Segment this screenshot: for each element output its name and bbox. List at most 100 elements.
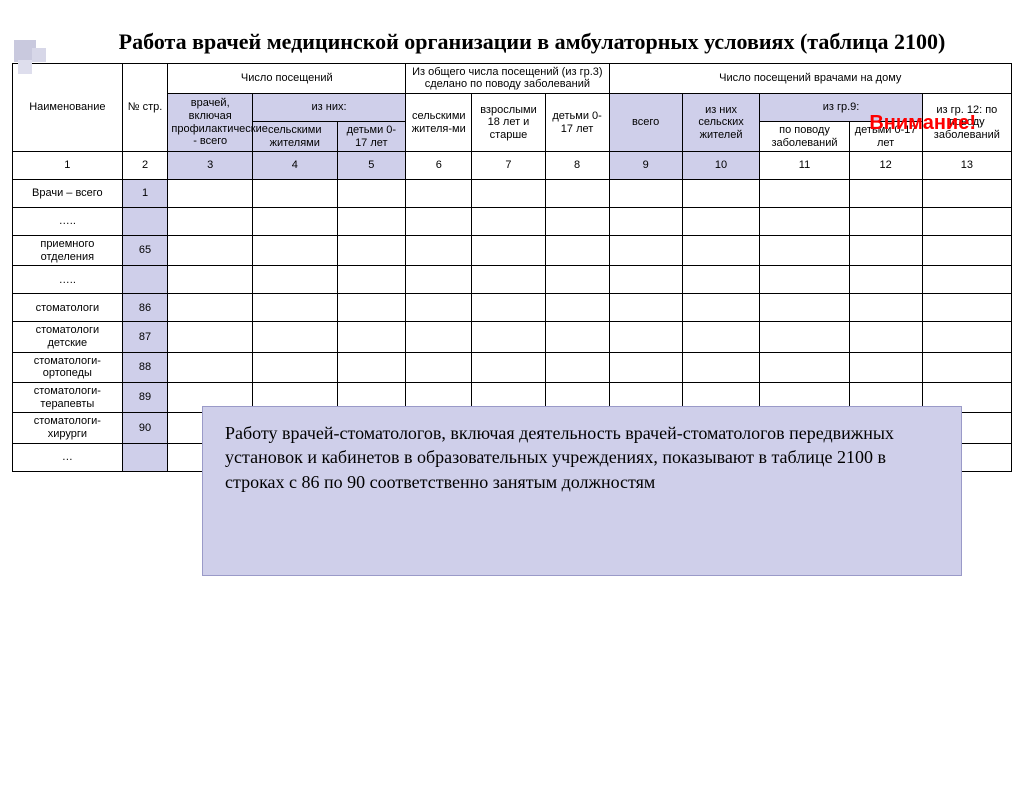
- colgrp-ofthem: из них:: [252, 93, 405, 121]
- row-label: …..: [13, 208, 123, 236]
- cell: [337, 266, 406, 294]
- cell: [849, 266, 922, 294]
- col-8: детьми 0-17 лет: [545, 93, 609, 151]
- cell: [849, 294, 922, 322]
- cell: [849, 352, 922, 382]
- cell: [252, 236, 337, 266]
- cell: [168, 294, 253, 322]
- row-label: стоматологи-ортопеды: [13, 352, 123, 382]
- cell: [168, 236, 253, 266]
- column-number-row: 1 2 3 4 5 6 7 8 9 10 11 12 13: [13, 152, 1012, 180]
- row-label: стоматологи: [13, 294, 123, 322]
- cell: [682, 352, 760, 382]
- cell: [849, 208, 922, 236]
- cell: [168, 266, 253, 294]
- colnum: 5: [337, 152, 406, 180]
- cell: [682, 180, 760, 208]
- row-number: [122, 443, 168, 471]
- cell: [609, 236, 682, 266]
- cell: [609, 294, 682, 322]
- cell: [252, 294, 337, 322]
- cell: [760, 266, 849, 294]
- cell: [922, 180, 1011, 208]
- cell: [922, 352, 1011, 382]
- cell: [849, 322, 922, 352]
- colgrp-visits: Число посещений: [168, 63, 406, 93]
- colgrp-home: Число посещений врачами на дому: [609, 63, 1011, 93]
- cell: [337, 236, 406, 266]
- colnum: 2: [122, 152, 168, 180]
- table-row: стоматологи86: [13, 294, 1012, 322]
- cell: [609, 208, 682, 236]
- cell: [337, 294, 406, 322]
- colnum: 12: [849, 152, 922, 180]
- cell: [609, 266, 682, 294]
- cell: [849, 236, 922, 266]
- cell: [922, 266, 1011, 294]
- cell: [252, 266, 337, 294]
- cell: [168, 180, 253, 208]
- cell: [609, 352, 682, 382]
- col-5: детьми 0-17 лет: [337, 121, 406, 151]
- cell: [252, 208, 337, 236]
- row-label: Врачи – всего: [13, 180, 123, 208]
- row-number: 65: [122, 236, 168, 266]
- note-text: Работу врачей-стоматологов, включая деят…: [225, 423, 894, 492]
- cell: [337, 322, 406, 352]
- colnum: 8: [545, 152, 609, 180]
- cell: [545, 236, 609, 266]
- cell: [472, 322, 545, 352]
- cell: [252, 352, 337, 382]
- colnum: 7: [472, 152, 545, 180]
- cell: [406, 322, 472, 352]
- table-header: Наименование № стр. Число посещений Из о…: [13, 63, 1012, 180]
- col-10: из них сельских жителей: [682, 93, 760, 151]
- cell: [472, 294, 545, 322]
- cell: [922, 294, 1011, 322]
- cell: [472, 180, 545, 208]
- cell: [545, 294, 609, 322]
- colnum: 10: [682, 152, 760, 180]
- cell: [609, 322, 682, 352]
- row-label: стоматологи-терапевты: [13, 383, 123, 413]
- cell: [682, 294, 760, 322]
- cell: [472, 236, 545, 266]
- cell: [406, 352, 472, 382]
- colgrp-disease: Из общего числа посещений (из гр.3) сдел…: [406, 63, 609, 93]
- row-number: 90: [122, 413, 168, 443]
- cell: [760, 352, 849, 382]
- cell: [682, 236, 760, 266]
- note-box: Работу врачей-стоматологов, включая деят…: [202, 406, 962, 576]
- row-number: 86: [122, 294, 168, 322]
- colnum: 3: [168, 152, 253, 180]
- cell: [545, 352, 609, 382]
- cell: [406, 266, 472, 294]
- col-7: взрослыми 18 лет и старше: [472, 93, 545, 151]
- table-row: …..: [13, 208, 1012, 236]
- col-6: сельскими жителя-ми: [406, 93, 472, 151]
- cell: [922, 208, 1011, 236]
- row-label: стоматологи-хирурги: [13, 413, 123, 443]
- cell: [609, 180, 682, 208]
- cell: [922, 236, 1011, 266]
- cell: [682, 208, 760, 236]
- cell: [252, 322, 337, 352]
- colnum: 4: [252, 152, 337, 180]
- attention-label: Внимание!: [869, 112, 976, 135]
- row-label: приемного отделения: [13, 236, 123, 266]
- cell: [472, 208, 545, 236]
- cell: [760, 322, 849, 352]
- cell: [168, 322, 253, 352]
- cell: [406, 208, 472, 236]
- cell: [168, 352, 253, 382]
- row-label: стоматологи детские: [13, 322, 123, 352]
- cell: [922, 322, 1011, 352]
- cell: [337, 180, 406, 208]
- cell: [760, 180, 849, 208]
- row-label: …..: [13, 266, 123, 294]
- row-number: [122, 266, 168, 294]
- cell: [472, 266, 545, 294]
- cell: [849, 180, 922, 208]
- cell: [168, 208, 253, 236]
- col-9: всего: [609, 93, 682, 151]
